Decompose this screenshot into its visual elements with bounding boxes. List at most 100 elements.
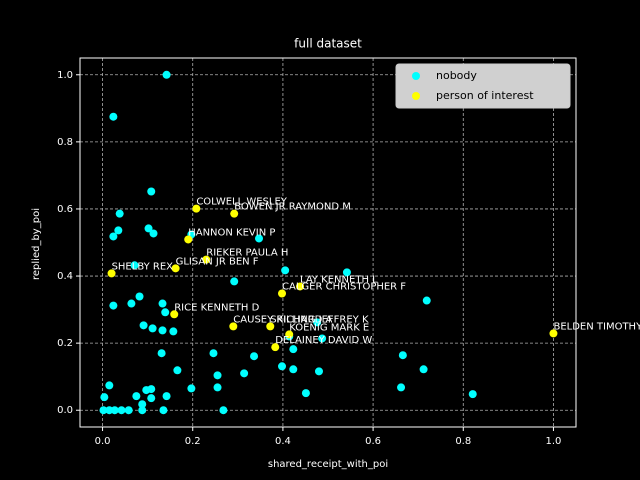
point <box>468 390 477 399</box>
y-tick-label: 1.0 <box>57 70 73 81</box>
point-annotation: RICE KENNETH D <box>174 302 259 313</box>
legend-label: person of interest <box>436 89 534 102</box>
y-tick-label: 0.8 <box>57 137 73 148</box>
x-tick-label: 1.0 <box>546 436 562 447</box>
point <box>230 277 239 286</box>
point-annotation: RIEKER PAULA H <box>206 248 288 259</box>
point <box>124 406 133 415</box>
point <box>161 308 170 317</box>
x-tick-label: 0.4 <box>275 436 291 447</box>
point <box>255 234 264 243</box>
point <box>105 381 114 390</box>
point <box>158 299 167 308</box>
point <box>213 383 222 392</box>
point <box>173 366 182 375</box>
point <box>281 266 290 275</box>
point <box>130 261 139 270</box>
point <box>117 406 126 415</box>
point-annotation: DELAINEY DAVID W <box>275 335 372 346</box>
point <box>250 352 259 361</box>
point <box>342 268 351 277</box>
x-tick-label: 0.6 <box>365 436 381 447</box>
x-tick-label: 0.0 <box>95 436 111 447</box>
point <box>158 326 167 335</box>
point <box>397 383 406 392</box>
point <box>159 406 168 415</box>
point-annotation: HANNON KEVIN P <box>188 227 275 238</box>
point-annotation: CALGER CHRISTOPHER F <box>282 281 406 292</box>
y-tick-label: 0.6 <box>57 204 73 215</box>
point <box>285 330 294 339</box>
point <box>278 289 287 298</box>
x-axis-label: shared_receipt_with_poi <box>268 459 388 470</box>
point <box>147 385 156 394</box>
point <box>127 299 136 308</box>
point <box>138 400 147 409</box>
point <box>109 112 118 121</box>
point-annotation: COLWELL WESLEY <box>196 197 287 208</box>
point-annotation: BOWEN JR RAYMOND M <box>234 202 351 213</box>
point <box>187 384 196 393</box>
y-tick-label: 0.4 <box>57 271 73 282</box>
point <box>157 349 166 358</box>
plot-frame <box>79 57 577 428</box>
point <box>213 371 222 380</box>
point-annotation: LAY KENNETH L <box>300 274 378 285</box>
point <box>109 301 118 310</box>
point <box>289 345 298 354</box>
point <box>209 349 218 358</box>
point <box>192 204 201 213</box>
point <box>271 343 280 352</box>
y-tick-label: 0.0 <box>57 405 73 416</box>
point-annotation: GLISAN JR BEN F <box>176 256 259 267</box>
point <box>149 229 158 238</box>
point <box>109 232 118 241</box>
point <box>230 209 239 218</box>
point <box>162 392 171 401</box>
point-annotation: CAUSEY RICHARD A <box>233 314 332 325</box>
point <box>318 334 327 343</box>
point <box>99 406 108 415</box>
legend-swatch <box>412 92 420 100</box>
point <box>422 296 431 305</box>
point <box>289 365 298 374</box>
point-annotation: KOENIG MARK E <box>289 322 369 333</box>
point <box>171 264 180 273</box>
point <box>132 392 141 401</box>
point <box>135 292 144 301</box>
point <box>419 365 428 374</box>
point <box>147 187 156 196</box>
point <box>184 235 193 244</box>
point <box>138 406 147 415</box>
point <box>100 393 109 402</box>
point <box>169 327 178 336</box>
point <box>398 351 407 360</box>
point <box>162 70 171 79</box>
point <box>301 389 310 398</box>
point <box>313 318 322 327</box>
x-tick-label: 0.8 <box>455 436 471 447</box>
y-tick-label: 0.2 <box>57 338 73 349</box>
point <box>170 310 179 319</box>
legend-box <box>395 63 571 109</box>
point <box>115 209 124 218</box>
point <box>549 329 558 338</box>
y-axis-label: replied_by_poi <box>31 208 42 280</box>
legend-label: nobody <box>436 69 477 82</box>
point <box>314 367 323 376</box>
point <box>219 406 228 415</box>
point <box>296 282 305 291</box>
point <box>110 406 119 415</box>
point <box>144 224 153 233</box>
point <box>202 255 211 264</box>
point <box>114 226 123 235</box>
point <box>240 369 249 378</box>
point-annotation: SHELBY REX <box>112 261 174 272</box>
point <box>229 322 238 331</box>
point <box>147 394 156 403</box>
legend-swatch <box>412 72 420 80</box>
point <box>278 362 287 371</box>
point <box>107 269 116 278</box>
point <box>148 324 157 333</box>
